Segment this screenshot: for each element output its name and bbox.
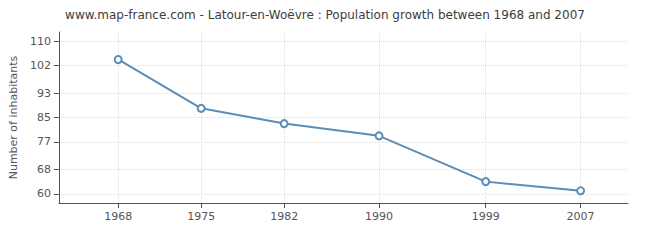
svg-text:www.map-france.com - Latour-en: www.map-france.com - Latour-en-Woëvre : … [65,8,585,22]
svg-text:2007: 2007 [567,210,595,223]
svg-text:77: 77 [37,135,51,148]
svg-text:1975: 1975 [187,210,215,223]
svg-text:102: 102 [30,59,51,72]
svg-text:1999: 1999 [472,210,500,223]
svg-text:85: 85 [37,111,51,124]
svg-text:1982: 1982 [270,210,298,223]
svg-text:60: 60 [37,187,51,200]
svg-text:110: 110 [30,35,51,48]
svg-text:68: 68 [37,163,51,176]
svg-text:93: 93 [37,87,51,100]
svg-text:Number of inhabitants: Number of inhabitants [7,55,20,179]
svg-text:1968: 1968 [104,210,132,223]
svg-text:1990: 1990 [365,210,393,223]
